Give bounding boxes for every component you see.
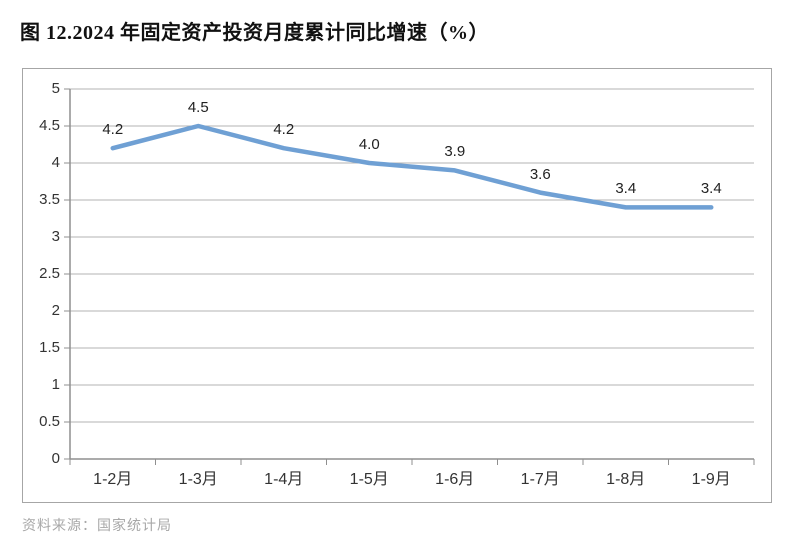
y-axis-label: 4.5 — [39, 117, 60, 134]
data-point-label: 4.0 — [358, 136, 380, 153]
y-axis-label: 3 — [51, 228, 60, 245]
y-axis-label: 2.5 — [39, 265, 60, 282]
y-axis-label: 5 — [51, 80, 60, 97]
y-axis-label: 1.5 — [39, 339, 60, 356]
chart-title: 图 12.2024 年固定资产投资月度累计同比增速（%） — [20, 22, 489, 44]
x-axis-label: 1-2月 — [93, 471, 133, 488]
y-axis-label: 0.5 — [39, 413, 60, 430]
y-axis-label: 4 — [51, 154, 60, 171]
data-point-label: 4.5 — [187, 99, 209, 116]
data-point-label: 4.2 — [273, 121, 295, 139]
y-axis-label: 2 — [51, 302, 60, 319]
x-axis-label: 1-9月 — [691, 471, 731, 488]
x-axis-label: 1-6月 — [435, 471, 475, 488]
chart-panel: 0 0.5 1 1.5 2 2.5 3 3.5 4 4.5 5 1-2月 1-3月 1-4月 1-5月 1-6… — [22, 68, 772, 503]
x-axis-label: 1-8月 — [606, 471, 646, 488]
x-axis-label: 1-3月 — [178, 471, 218, 488]
y-axis-label: 3.5 — [39, 191, 60, 208]
x-axis-label: 1-4月 — [264, 471, 304, 488]
y-axis-label: 0 — [51, 450, 60, 467]
x-axis-label: 1-7月 — [520, 471, 560, 488]
data-point-label: 3.4 — [700, 180, 722, 198]
data-point-label: 4.2 — [102, 121, 124, 139]
y-axis-label: 1 — [51, 376, 60, 393]
data-source-note: 资料来源：国家统计局 — [22, 519, 172, 534]
series-line — [110, 123, 714, 210]
data-point-label: 3.4 — [615, 180, 637, 198]
data-point-label: 3.6 — [529, 165, 551, 183]
x-axis-label: 1-5月 — [349, 471, 389, 488]
line-chart — [64, 88, 755, 465]
data-point-label: 3.9 — [444, 143, 466, 161]
